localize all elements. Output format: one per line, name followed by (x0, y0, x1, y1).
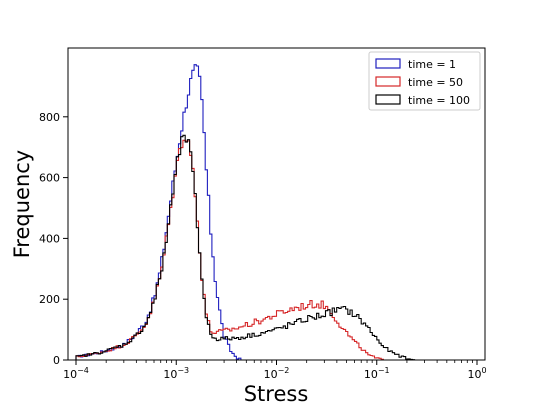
legend-label: time = 100 (408, 94, 470, 107)
y-tick-label: 600 (39, 172, 60, 185)
y-tick-label: 200 (39, 293, 60, 306)
x-tick-label: 10−4 (63, 366, 89, 381)
y-axis-label: Frequency (10, 150, 34, 259)
legend-swatch (375, 58, 401, 69)
y-axis: 0 200 400 600 800 (39, 111, 68, 367)
y-tick-label: 0 (53, 354, 60, 367)
series-layer (75, 64, 416, 361)
x-tick-label: 10−3 (163, 366, 189, 381)
legend-label: time = 1 (408, 58, 456, 71)
x-tick-label: 10−1 (364, 366, 390, 381)
y-tick-label: 800 (39, 111, 60, 124)
x-axis: 10−4 10−3 10−2 10−1 100 (63, 360, 487, 381)
legend: time = 1 time = 50 time = 100 (368, 51, 481, 111)
legend-swatch (375, 76, 401, 87)
legend-label: time = 50 (408, 76, 463, 89)
legend-swatch (375, 94, 401, 105)
x-axis-label: Stress (244, 382, 309, 405)
x-tick-label: 10−2 (264, 366, 290, 381)
series-3-histogram (75, 134, 416, 361)
y-tick-label: 400 (39, 232, 60, 245)
x-tick-label: 100 (467, 366, 486, 381)
